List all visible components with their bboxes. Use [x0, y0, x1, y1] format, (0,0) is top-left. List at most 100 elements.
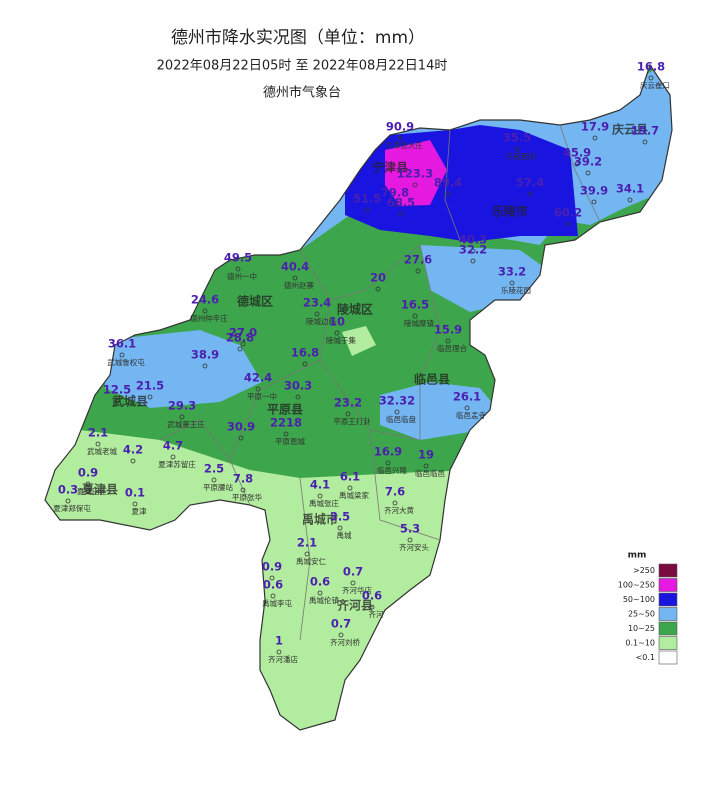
- station-name: 平原王打卦: [333, 416, 371, 426]
- station-name: 平原腰站: [203, 482, 233, 492]
- legend-title: mm: [628, 551, 647, 561]
- station-dot: [423, 463, 429, 469]
- station-dot: [464, 405, 470, 411]
- region-name: 武城县: [112, 394, 148, 409]
- station-dot: [565, 221, 571, 227]
- station-name: 武城董王庄: [167, 419, 205, 429]
- area-blue-light: [105, 330, 262, 408]
- station-value: 90.9: [386, 120, 414, 134]
- region-name: 乐陵市: [492, 204, 528, 219]
- station-name: 齐河大黄: [384, 505, 414, 515]
- legend-label: 50~100: [623, 595, 655, 604]
- station-dot: [295, 394, 301, 400]
- station-dot: [302, 361, 308, 367]
- legend-label: 25~50: [628, 610, 655, 619]
- station-value: 68.5: [387, 196, 415, 210]
- station-dot: [240, 341, 246, 347]
- station-dot: [514, 146, 520, 152]
- station-value: 1: [275, 634, 283, 648]
- legend-swatch: [658, 578, 678, 592]
- station-value: 0.3: [58, 483, 78, 497]
- station-value: 57.4: [516, 176, 544, 190]
- station-dot: [397, 135, 403, 141]
- station-value: 29.3: [168, 399, 196, 413]
- station-value: 4.1: [310, 478, 330, 492]
- station-name: 平原恩城: [275, 437, 305, 446]
- station-dot: [392, 500, 398, 506]
- station-value: 27.6: [404, 253, 432, 267]
- station-value: 28.8: [226, 331, 254, 345]
- station-dot: [592, 135, 598, 141]
- station-dot: [114, 398, 120, 404]
- station-value: 0.1: [125, 486, 145, 500]
- station-dot: [65, 498, 71, 504]
- station-value: 16.8: [291, 346, 319, 360]
- station-value: 15.9: [434, 323, 462, 337]
- station-name: 禹城李屯: [262, 598, 292, 608]
- station-dot: [394, 409, 400, 415]
- station-dot: [445, 338, 451, 344]
- station-value: 30.3: [284, 379, 312, 393]
- station-dot: [314, 311, 320, 317]
- station-name: 夏津苏留庄: [158, 459, 196, 469]
- station-value: 34.1: [616, 182, 644, 196]
- station-name: 德州一中: [227, 271, 257, 281]
- area-blue-light: [380, 382, 498, 440]
- station-name: 临邑兴隆: [377, 465, 407, 475]
- station-value: 123.3: [397, 167, 433, 181]
- station-name: 陵城边临: [306, 316, 336, 326]
- region-name: 宁津县: [372, 160, 408, 175]
- station-name: 武城老城: [87, 446, 117, 456]
- station-value: 40.4: [281, 260, 309, 274]
- station-value: 2.1: [88, 426, 108, 440]
- station-value: 2.1: [297, 536, 317, 550]
- station-dot: [392, 201, 398, 207]
- station-dot: [237, 346, 243, 352]
- station-value: 17.9: [581, 120, 609, 134]
- station-value: 0.6: [362, 589, 382, 603]
- station-value: 33.2: [498, 265, 526, 279]
- station-value: 42.4: [244, 371, 272, 385]
- station-value: 4.7: [163, 439, 183, 453]
- station-dot: [95, 441, 101, 447]
- station-value: 26.1: [453, 390, 481, 404]
- station-name: 陵城于集: [326, 335, 356, 345]
- area-magenta: [385, 140, 447, 206]
- station-dot: [270, 593, 276, 599]
- region-name: 临邑县: [414, 372, 450, 387]
- station-name: 临邑临邑: [415, 468, 445, 478]
- station-name: 宁津张大庄: [385, 140, 423, 150]
- station-dot: [283, 431, 289, 437]
- station-name: 禹城: [337, 531, 352, 540]
- station-dot: [338, 632, 344, 638]
- station-value: 16.9: [374, 445, 402, 459]
- station-value: 21.5: [136, 379, 164, 393]
- station-value: 6.1: [340, 470, 360, 484]
- station-value: 38.9: [191, 348, 219, 362]
- station-dot: [202, 308, 208, 314]
- station-name: 平原张华: [232, 492, 262, 502]
- station-name: 齐河潘店: [268, 654, 298, 664]
- station-name: 平原一中: [247, 391, 277, 401]
- station-dot: [398, 211, 404, 217]
- station-value: 39.2: [574, 155, 602, 169]
- legend-swatch: [658, 636, 678, 650]
- station-name: 禹城伦镇: [309, 595, 339, 605]
- station-value: 19.7: [631, 124, 659, 138]
- station-name: 禹城安仁: [296, 556, 326, 566]
- station-value: 0.7: [331, 617, 351, 631]
- station-name: 乐陵西段: [506, 151, 536, 161]
- station-name: 齐河: [369, 609, 384, 619]
- station-dot: [412, 182, 418, 188]
- region-name: 庆云县: [611, 122, 648, 137]
- region-name: 夏津县: [82, 482, 118, 497]
- region-name: 禹城市: [302, 512, 338, 527]
- station-name: 禹城张庄: [309, 498, 339, 508]
- legend-swatch: [658, 563, 678, 578]
- station-dot: [415, 268, 421, 274]
- station-name: 禹城梁家: [339, 490, 369, 500]
- station-dot: [255, 386, 261, 392]
- station-dot: [292, 275, 298, 281]
- county-lines: [159, 124, 601, 641]
- station-dot: [591, 199, 597, 205]
